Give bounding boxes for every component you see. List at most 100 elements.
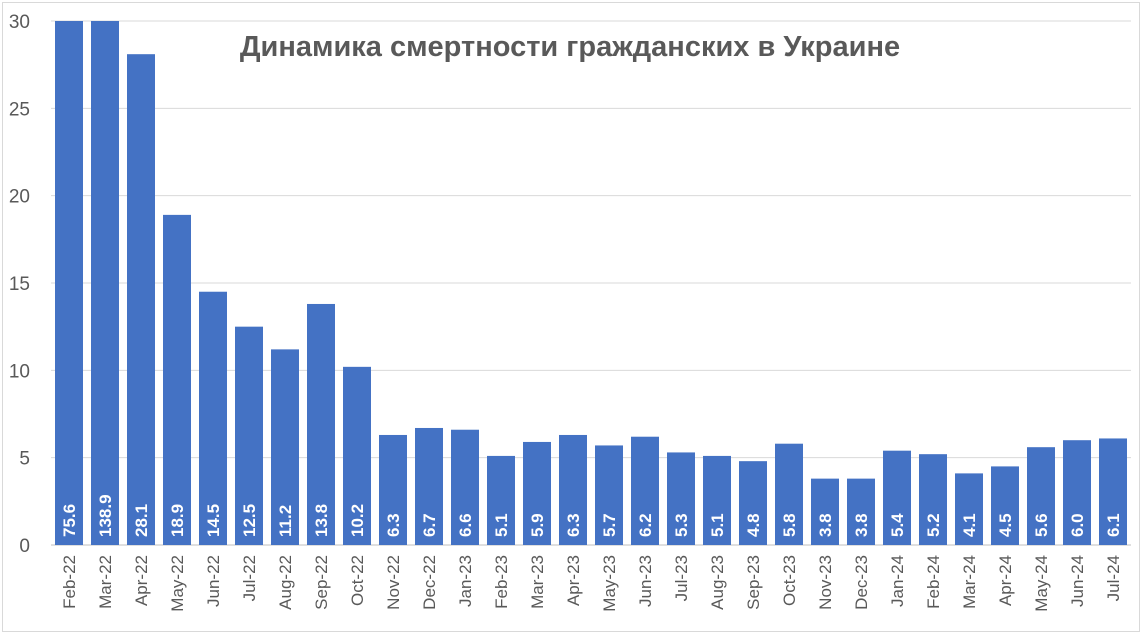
data-label: 6.0 [1068,513,1087,537]
data-label: 6.1 [1104,513,1123,537]
y-tick-label: 0 [19,536,30,557]
bar [55,21,83,545]
x-tick-label: Jun-23 [636,555,655,607]
data-label: 28.1 [132,504,151,537]
data-label: 5.6 [1032,513,1051,537]
data-label: 5.4 [888,513,907,537]
x-tick-label: May-24 [1032,555,1051,612]
data-label: 138.9 [96,494,115,537]
bar [199,291,227,545]
y-tick-label: 5 [19,449,30,470]
x-tick-label: Jan-24 [888,555,907,607]
bar [91,21,119,545]
data-label: 5.8 [780,513,799,537]
x-tick-label: Nov-22 [384,555,403,610]
y-tick-label: 15 [9,274,30,295]
data-label: 5.3 [672,513,691,537]
x-tick-label: Jul-24 [1104,555,1123,601]
data-label: 12.5 [240,504,259,537]
x-tick-label: Oct-22 [348,555,367,606]
x-tick-label: Oct-23 [780,555,799,606]
bar [919,454,947,545]
bar [1027,447,1055,545]
bar [739,461,767,545]
data-label: 4.5 [996,513,1015,537]
bar [163,214,191,545]
data-label: 4.1 [960,513,979,537]
x-tick-label: Jan-23 [456,555,475,607]
data-label: 75.6 [60,504,79,537]
x-tick-label: Feb-24 [924,555,943,609]
x-tick-label: Feb-22 [60,555,79,609]
x-tick-label: Apr-24 [996,555,1015,606]
x-tick-label: Sep-22 [312,555,331,610]
data-label: 3.8 [852,513,871,537]
x-tick-label: Mar-23 [528,555,547,609]
bar [991,466,1019,545]
y-tick-label: 30 [9,12,30,33]
data-label: 6.2 [636,513,655,537]
data-label: 4.8 [744,513,763,537]
bar [127,54,155,545]
x-tick-label: Apr-22 [132,555,151,606]
x-tick-label: Aug-22 [276,555,295,610]
bar [415,427,443,545]
x-tick-label: Feb-23 [492,555,511,609]
bar [955,473,983,545]
x-tick-label: Jun-24 [1068,555,1087,607]
y-tick-label: 25 [9,99,30,120]
x-tick-label: Aug-23 [708,555,727,610]
x-tick-label: Mar-22 [96,555,115,609]
bar [1099,438,1127,545]
x-tick-label: Dec-22 [420,555,439,610]
data-label: 5.2 [924,513,943,537]
bar [847,478,875,545]
bar [523,441,551,545]
x-tick-label: May-23 [600,555,619,612]
bar [487,455,515,545]
x-tick-label: Jun-22 [204,555,223,607]
data-label: 5.1 [708,513,727,537]
bar [883,450,911,545]
x-tick-label: Dec-23 [852,555,871,610]
bar [811,478,839,545]
y-tick-label: 10 [9,361,30,382]
data-label: 10.2 [348,504,367,537]
data-label: 14.5 [204,504,223,537]
bar [667,452,695,545]
bar [271,349,299,545]
bar [631,436,659,545]
data-label: 6.3 [564,513,583,537]
bar [235,326,263,545]
x-tick-label: Mar-24 [960,555,979,609]
bar [451,429,479,545]
data-label: 11.2 [276,505,295,537]
data-label: 18.9 [168,504,187,537]
bar [1063,440,1091,545]
data-label: 5.7 [600,513,619,537]
data-label: 6.6 [456,513,475,537]
x-tick-label: Nov-23 [816,555,835,610]
data-label: 3.8 [816,513,835,537]
bar [307,303,335,545]
data-label: 6.7 [420,513,439,537]
data-label: 6.3 [384,513,403,537]
data-label: 5.9 [528,513,547,537]
bar [343,366,371,545]
x-tick-label: Jul-23 [672,555,691,601]
chart-title: Динамика смертности гражданских в Украин… [240,31,900,63]
y-tick-label: 20 [9,187,30,208]
bar [379,434,407,545]
data-label: 5.1 [492,513,511,537]
bar [775,443,803,545]
x-tick-label: Apr-23 [564,555,583,606]
bar [703,455,731,545]
data-label: 13.8 [312,504,331,537]
x-tick-label: May-22 [168,555,187,612]
x-tick-label: Jul-22 [240,555,259,601]
bar [595,445,623,545]
bar [559,434,587,545]
x-tick-label: Sep-23 [744,555,763,610]
